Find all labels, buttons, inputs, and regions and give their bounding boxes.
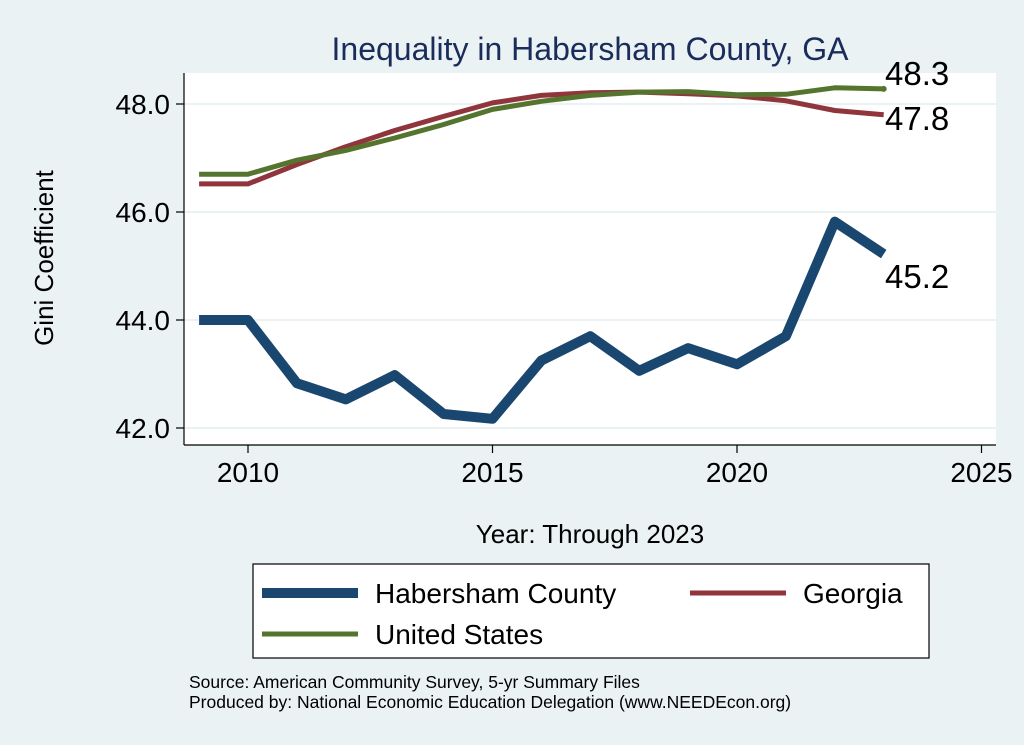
legend-label: Georgia <box>803 578 903 609</box>
series-end-marker <box>880 85 887 92</box>
x-tick-label: 2015 <box>461 457 523 488</box>
source-notes: Source: American Community Survey, 5-yr … <box>189 672 791 712</box>
series-line-united-states <box>199 85 884 177</box>
source-note: Produced by: National Economic Education… <box>189 692 791 712</box>
legend-label: Habersham County <box>375 578 616 609</box>
series-end-label: 48.3 <box>885 55 949 92</box>
series-line-habersham-county <box>199 216 887 424</box>
x-tick-label: 2020 <box>706 457 768 488</box>
source-note: Source: American Community Survey, 5-yr … <box>189 672 640 692</box>
y-tick-label: 48.0 <box>116 89 171 120</box>
plot-area <box>184 73 996 445</box>
series-end-label: 45.2 <box>885 258 949 295</box>
y-tick-label: 44.0 <box>116 305 171 336</box>
y-axis-title: Gini Coefficient <box>29 169 59 346</box>
chart-title: Inequality in Habersham County, GA <box>332 31 850 67</box>
y-axis-ticks: 42.0 44.0 46.0 48.0 <box>116 89 184 444</box>
legend-label: United States <box>375 619 543 650</box>
gridlines <box>184 103 996 429</box>
x-axis-title: Year: Through 2023 <box>476 519 704 549</box>
series-lines <box>199 85 887 424</box>
end-labels: 45.2 47.8 48.3 <box>885 55 949 295</box>
x-axis-ticks: 2010 2015 2020 2025 <box>217 445 1013 488</box>
x-tick-label: 2025 <box>950 457 1012 488</box>
y-tick-label: 42.0 <box>116 413 171 444</box>
y-tick-label: 46.0 <box>116 197 171 228</box>
legend-box <box>252 563 930 659</box>
legend: Habersham County Georgia United States <box>252 563 930 659</box>
series-end-label: 47.8 <box>885 100 949 137</box>
x-tick-label: 2010 <box>217 457 279 488</box>
